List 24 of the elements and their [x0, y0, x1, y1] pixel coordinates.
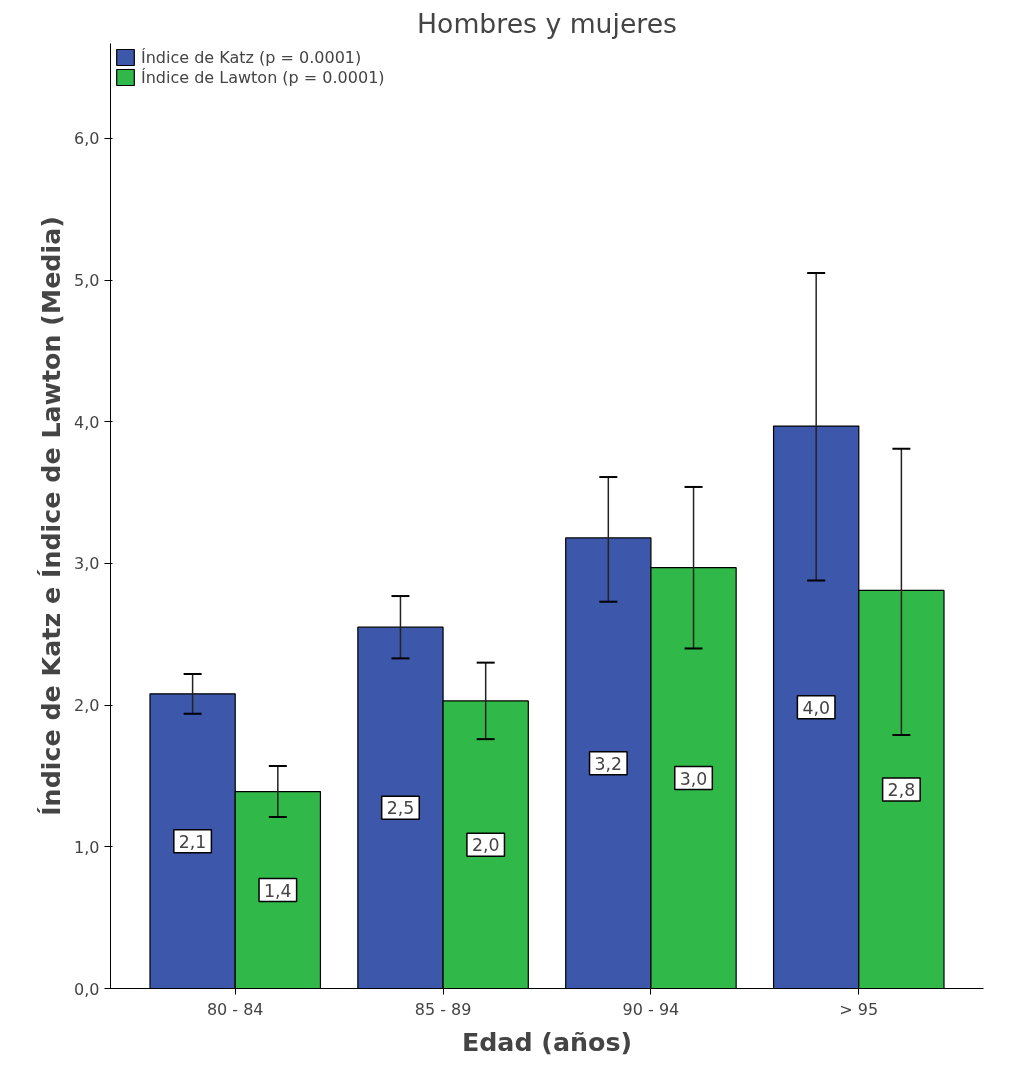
legend-label: Índice de Katz (p = 0.0001): [141, 47, 362, 67]
chart-title: Hombres y mujeres: [417, 7, 677, 39]
data-label: 2,8: [887, 779, 916, 800]
y-tick-label: 0,0: [74, 979, 100, 999]
y-tick-label: 2,0: [74, 696, 100, 716]
x-tick-label: > 95: [839, 999, 879, 1019]
y-tick-label: 6,0: [74, 129, 100, 149]
y-tick-label: 3,0: [74, 554, 100, 574]
data-label: 2,0: [471, 835, 500, 856]
legend-label: Índice de Lawton (p = 0.0001): [141, 67, 385, 87]
x-tick-label: 85 - 89: [414, 999, 472, 1019]
data-label: 3,0: [679, 768, 708, 789]
x-axis-title: Edad (años): [461, 1026, 633, 1057]
data-label: 2,5: [386, 798, 415, 819]
y-tick-label: 1,0: [74, 837, 100, 857]
data-label: 1,4: [264, 880, 292, 901]
y-axis-title: Índice de Katz e Índice de Lawton (Media): [36, 216, 67, 816]
y-tick-label: 4,0: [74, 412, 100, 432]
data-label: 4,0: [802, 697, 830, 718]
data-label: 2,1: [178, 831, 207, 852]
x-tick-label: 90 - 94: [622, 999, 680, 1019]
data-label: 3,2: [594, 753, 623, 774]
x-tick-label: 80 - 84: [206, 999, 264, 1019]
y-tick-label: 5,0: [74, 271, 100, 291]
